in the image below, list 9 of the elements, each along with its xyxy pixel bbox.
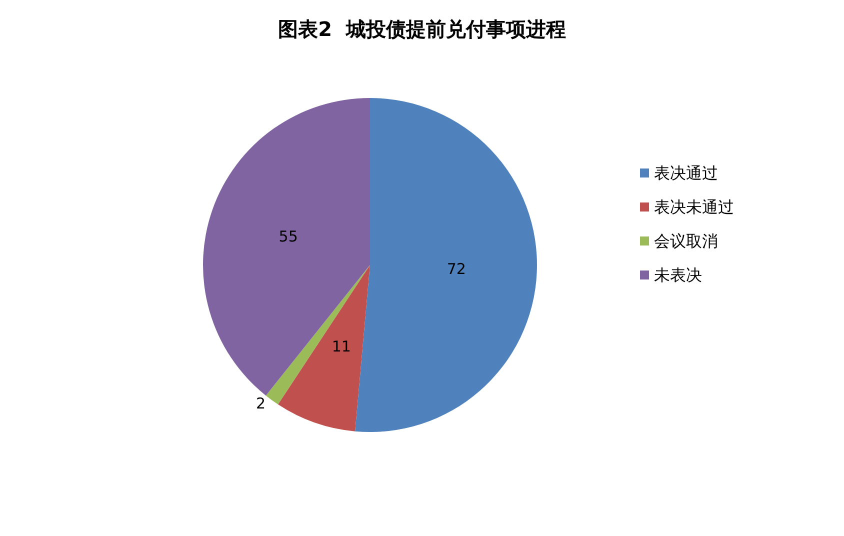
- chart-title: 图表2 城投债提前兑付事项进程: [278, 17, 566, 41]
- legend-label: 表决未通过: [654, 198, 734, 216]
- legend-label: 表决通过: [654, 164, 718, 182]
- data-label: 11: [332, 338, 351, 356]
- data-label: 2: [256, 394, 266, 412]
- data-label: 72: [446, 260, 466, 278]
- legend-label: 会议取消: [654, 232, 718, 250]
- data-label: 55: [278, 227, 298, 246]
- legend-label: 未表决: [654, 266, 702, 284]
